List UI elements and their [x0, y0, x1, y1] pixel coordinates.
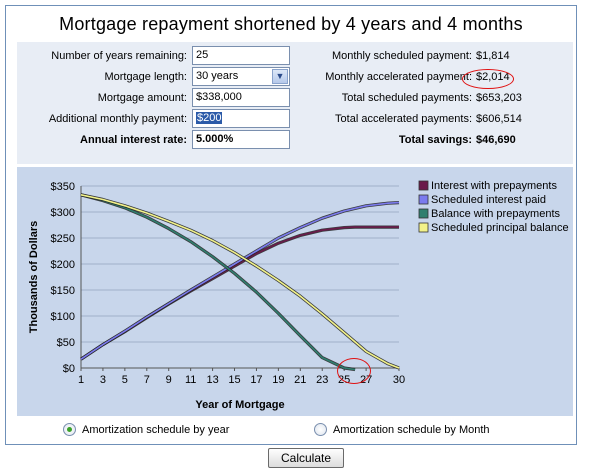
radio-by-month[interactable]: Amortization schedule by Month — [314, 423, 490, 436]
legend-swatch — [418, 194, 429, 205]
row-mortgage-amount: Mortgage amount: $338,000 Total schedule… — [17, 88, 573, 108]
row-additional-payment: Additional monthly payment: $200 Total a… — [17, 109, 573, 129]
total-accelerated-label: Total accelerated payments: — [335, 113, 472, 125]
years-remaining-value: 25 — [196, 49, 209, 61]
x-tick-label: 19 — [272, 374, 284, 386]
y-tick-label: $50 — [57, 337, 75, 349]
x-tick-label: 13 — [206, 374, 218, 386]
x-tick-label: 15 — [228, 374, 240, 386]
radio-unchecked-icon[interactable] — [314, 423, 327, 436]
legend-swatch — [418, 180, 429, 191]
series-line — [80, 194, 356, 371]
total-scheduled-value: $653,203 — [476, 92, 522, 104]
additional-payment-input[interactable]: $200 — [192, 109, 290, 128]
mortgage-length-label: Mortgage length: — [104, 71, 187, 83]
row-mortgage-length: Mortgage length: 30 years ▼ Monthly acce… — [17, 67, 573, 87]
additional-payment-value: $200 — [196, 112, 223, 124]
legend-label: Scheduled principal balance — [431, 222, 569, 234]
y-tick-label: $100 — [51, 311, 75, 323]
input-panel: Number of years remaining: 25 Monthly sc… — [17, 42, 573, 164]
total-savings-value: $46,690 — [476, 134, 516, 146]
total-savings-label: Total savings: — [398, 134, 472, 146]
x-tick-label: 3 — [100, 374, 106, 386]
years-remaining-label: Number of years remaining: — [51, 50, 187, 62]
x-tick-label: 30 — [393, 374, 405, 386]
mortgage-amount-value: $338,000 — [196, 91, 242, 103]
legend-swatch — [418, 222, 429, 233]
x-tick-label: 27 — [360, 374, 372, 386]
legend-swatch — [418, 208, 429, 219]
x-tick-label: 25 — [338, 374, 350, 386]
additional-payment-label: Additional monthly payment: — [48, 113, 187, 125]
radio-by-month-label: Amortization schedule by Month — [333, 423, 490, 436]
page-title: Mortgage repayment shortened by 4 years … — [59, 14, 523, 34]
interest-rate-label: Annual interest rate: — [80, 134, 187, 146]
years-remaining-input[interactable]: 25 — [192, 46, 290, 65]
x-tick-label: 17 — [250, 374, 262, 386]
x-tick-label: 7 — [144, 374, 150, 386]
x-tick-label: 23 — [316, 374, 328, 386]
mortgage-amount-input[interactable]: $338,000 — [192, 88, 290, 107]
mortgage-length-select[interactable]: 30 years ▼ — [192, 67, 290, 86]
calculator-frame: Mortgage repayment shortened by 4 years … — [5, 5, 577, 445]
monthly-accelerated-label: Monthly accelerated payment: — [325, 71, 472, 83]
series-line — [80, 194, 400, 369]
chart-panel: $0 $50 $100 $150 $200 $250 $300 $350 1 3 5 7 9 11 13 15… — [17, 167, 573, 416]
x-tick-label: 21 — [294, 374, 306, 386]
y-tick-label: $200 — [51, 259, 75, 271]
legend-label: Balance with prepayments — [431, 208, 561, 220]
total-accelerated-value: $606,514 — [476, 113, 522, 125]
x-axis-title: Year of Mortgage — [195, 399, 284, 411]
chevron-down-icon[interactable]: ▼ — [272, 69, 288, 84]
mortgage-amount-label: Mortgage amount: — [97, 92, 187, 104]
x-tick-label: 1 — [78, 374, 84, 386]
total-scheduled-label: Total scheduled payments: — [341, 92, 472, 104]
monthly-scheduled-value: $1,814 — [476, 50, 510, 62]
interest-rate-value: 5.000% — [196, 133, 234, 145]
x-tick-label: 9 — [166, 374, 172, 386]
y-tick-label: $250 — [51, 233, 75, 245]
x-tick-label: 11 — [185, 374, 196, 386]
radio-by-year-label: Amortization schedule by year — [82, 423, 230, 436]
legend-label: Scheduled interest paid — [431, 194, 546, 206]
y-tick-label: $300 — [51, 207, 75, 219]
radio-checked-icon[interactable] — [63, 423, 76, 436]
radio-by-year[interactable]: Amortization schedule by year — [63, 423, 229, 436]
y-tick-label: $150 — [51, 285, 75, 297]
calculate-button[interactable]: Calculate — [268, 448, 344, 468]
y-tick-label: $0 — [63, 363, 75, 375]
row-years-remaining: Number of years remaining: 25 Monthly sc… — [17, 46, 573, 66]
interest-rate-input[interactable]: 5.000% — [192, 130, 290, 149]
monthly-scheduled-label: Monthly scheduled payment: — [331, 50, 472, 62]
mortgage-length-value: 30 years — [196, 70, 239, 82]
x-tick-label: 5 — [122, 374, 128, 386]
legend-label: Interest with prepayments — [431, 180, 557, 192]
y-tick-label: $350 — [51, 181, 75, 193]
y-axis-title: Thousands of Dollars — [28, 221, 40, 333]
row-interest-rate: Annual interest rate: 5.000% Total savin… — [17, 130, 573, 150]
monthly-accelerated-value: $2,014 — [476, 71, 510, 83]
